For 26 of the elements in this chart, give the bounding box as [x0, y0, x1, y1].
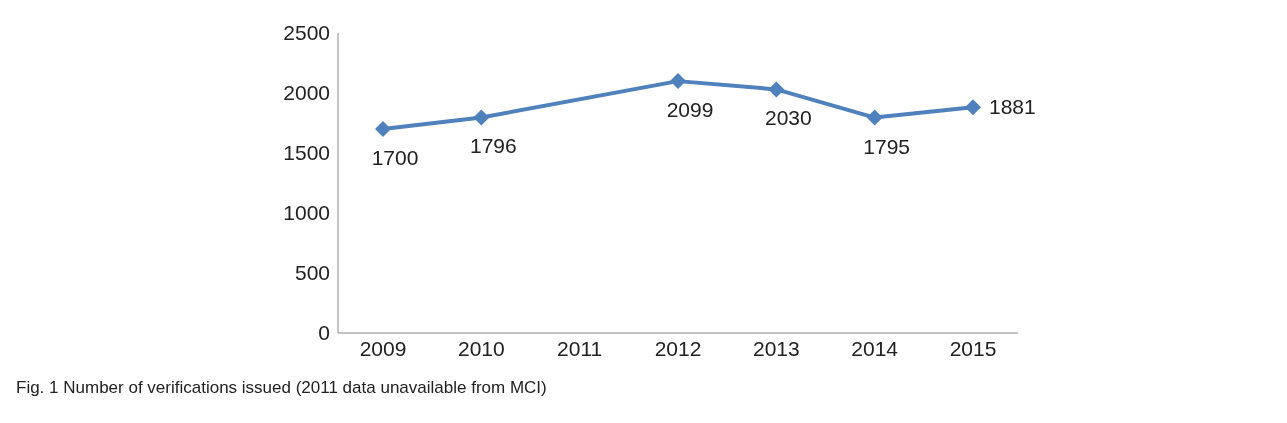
- data-label: 1796: [469, 134, 517, 158]
- x-tick-label: 2012: [654, 336, 702, 360]
- y-tick-label: 2000: [283, 81, 330, 105]
- point: [670, 73, 686, 90]
- x-tick-label: 2015: [949, 336, 997, 360]
- x-tick-label: 2014: [851, 336, 899, 360]
- data-label: 2099: [666, 98, 714, 122]
- y-tick-label: 500: [294, 261, 330, 285]
- y-tick-label: 0: [318, 321, 330, 345]
- point: [375, 121, 391, 137]
- y-tick-label: 1000: [283, 201, 330, 225]
- y-tick-label: 1500: [283, 141, 330, 165]
- x-tick-label: 2009: [359, 336, 407, 360]
- point: [866, 109, 883, 126]
- point: [768, 81, 785, 98]
- y-tick-label: 2500: [283, 21, 330, 45]
- x-tick-label: 2010: [457, 336, 505, 360]
- point: [965, 99, 981, 116]
- data-label: 1700: [371, 146, 419, 169]
- x-tick-label: 2011: [557, 336, 603, 360]
- data-label: 2030: [764, 106, 812, 130]
- data-label: 1881: [989, 95, 1036, 119]
- data-label: 1795: [863, 134, 911, 158]
- x-tick-label: 2013: [752, 336, 800, 360]
- caption: Fig. 1 Number of verifications issued (2011 data unavailable from MCI): [16, 378, 548, 398]
- point: [473, 109, 490, 126]
